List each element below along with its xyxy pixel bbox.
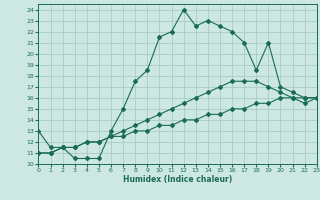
X-axis label: Humidex (Indice chaleur): Humidex (Indice chaleur) bbox=[123, 175, 232, 184]
